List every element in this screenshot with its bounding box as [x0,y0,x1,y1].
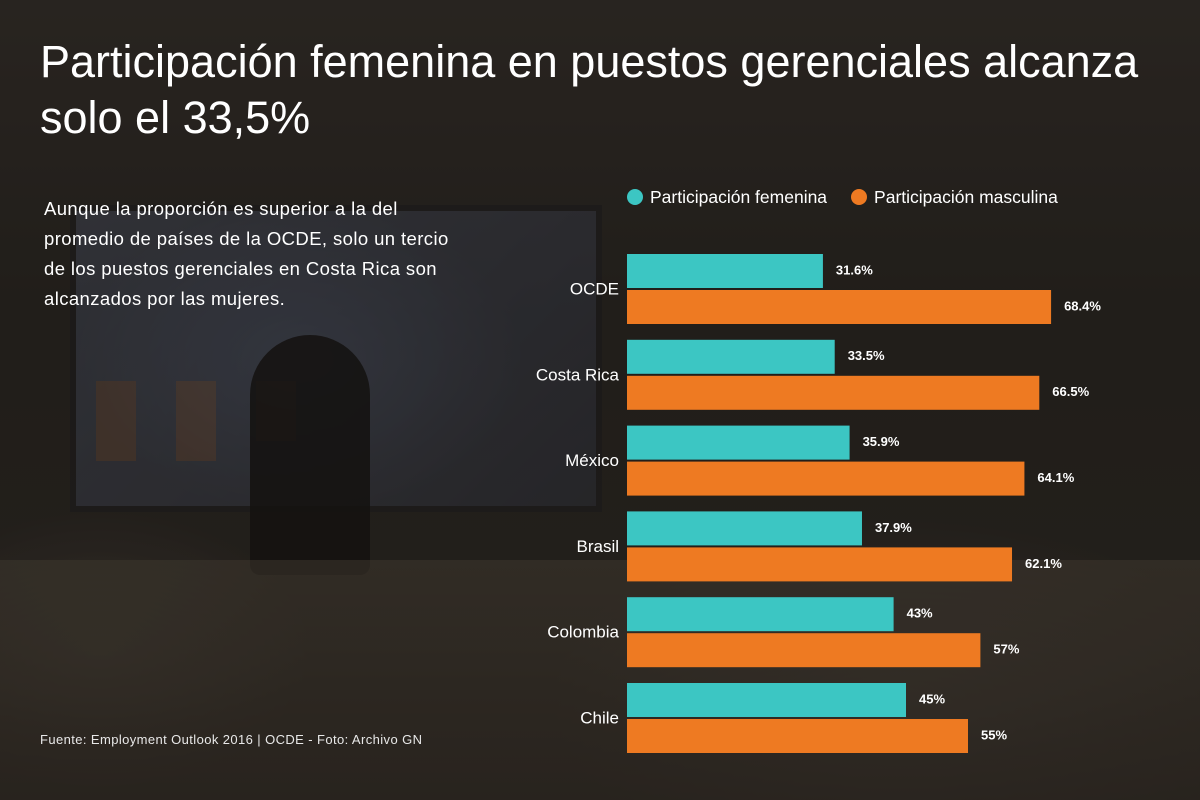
data-label-female: 35.9% [863,434,900,449]
data-label-male: 66.5% [1052,384,1089,399]
data-label-male: 55% [981,727,1007,742]
presenter-silhouette [250,335,370,575]
category-label: Costa Rica [536,365,620,384]
bar-female [627,597,894,632]
legend-label-male: Participación masculina [874,186,1058,207]
bar-female [627,683,906,717]
data-label-female: 43% [907,606,933,621]
data-label-male: 64.1% [1037,470,1074,485]
bar-female [627,511,862,546]
legend-item-female: Participación femenina [627,187,827,208]
data-label-female: 45% [919,691,945,706]
category-label: México [565,451,619,470]
bar-male [627,547,1013,582]
source-note: Fuente: Employment Outlook 2016 | OCDE -… [40,732,423,747]
bar-female [627,425,850,460]
bar-female [627,254,823,288]
category-label: OCDE [570,279,619,298]
data-label-male: 57% [993,642,1019,657]
data-label-female: 37.9% [875,520,912,535]
legend-label-female: Participación femenina [650,186,828,207]
bar-male [627,633,981,668]
category-label: Chile [580,708,619,727]
subtitle-text: Aunque la proporción es superior a la de… [44,198,449,309]
bar-female [627,339,835,374]
data-label-female: 31.6% [836,262,873,277]
data-label-male: 68.4% [1064,298,1101,313]
data-label-male: 62.1% [1025,556,1062,571]
category-label: Colombia [547,623,619,642]
legend-item-male: Participación masculina [851,187,1058,208]
legend-swatch-female [627,189,643,205]
category-label: Brasil [576,537,619,556]
bar-male [627,375,1040,410]
bar-male [627,719,968,753]
bar-male [627,461,1025,496]
meeting-table [0,560,1200,800]
legend-swatch-male [851,189,868,205]
page-title: Participación femenina en puestos gerenc… [40,36,1139,143]
data-label-female: 33.5% [848,348,885,363]
bar-male [627,290,1052,324]
chart-legend: Participación femenina Participación mas… [627,186,1058,208]
